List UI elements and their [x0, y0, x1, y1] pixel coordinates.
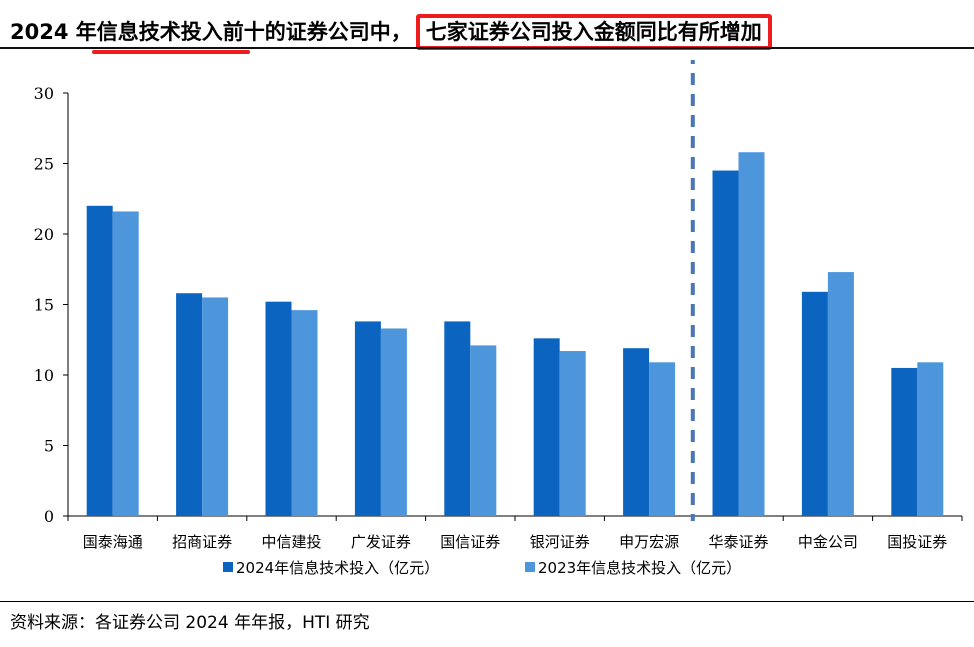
headline-part2: 七家证券公司投入金额同比有所增加 — [425, 20, 762, 44]
bar-2024 — [623, 348, 650, 516]
y-tick-label: 10 — [34, 366, 54, 385]
x-category-label: 中金公司 — [798, 533, 858, 551]
x-category-label: 申万宏源 — [619, 533, 679, 551]
bar-2024 — [891, 367, 918, 516]
bar-2024 — [533, 338, 560, 516]
legend-label-2024: 2024年信息技术投入（亿元） — [236, 559, 439, 577]
bar-2023 — [380, 328, 407, 516]
x-category-label: 华泰证券 — [708, 533, 768, 551]
bar-2023 — [291, 310, 318, 516]
bar-2024 — [354, 321, 381, 516]
bar-2024 — [801, 291, 828, 516]
title-rule — [0, 47, 974, 49]
chart-labels: 0 5 10 15 20 25 30 国泰海通 招商证券 中信建投 广发证券 国信证券 银河证券 申万宏源… — [34, 84, 948, 551]
x-category-label: 国信证券 — [440, 533, 500, 551]
chart-legend: 2024年信息技术投入（亿元） 2023年信息技术投入（亿元） — [223, 559, 741, 577]
x-category-label: 国泰海通 — [83, 533, 143, 551]
legend-label-2023: 2023年信息技术投入（亿元） — [538, 559, 741, 577]
headline-highlight-box: 七家证券公司投入金额同比有所增加 — [415, 14, 772, 50]
bar-2023 — [917, 362, 944, 516]
bar-2023 — [112, 211, 139, 516]
y-tick-label: 30 — [34, 84, 54, 103]
chart-headline: 2024 年信息技术投入前十的证券公司中， 七家证券公司投入金额同比有所增加 — [10, 14, 772, 50]
bar-2024 — [265, 301, 292, 516]
bar-2024 — [176, 293, 203, 516]
y-tick-label: 15 — [34, 296, 54, 315]
bar-2024 — [86, 205, 113, 517]
y-tick-label: 5 — [44, 437, 54, 456]
bar-2023 — [738, 152, 765, 516]
y-tick-label: 0 — [44, 507, 54, 526]
source-note: 资料来源：各证券公司 2024 年年报，HTI 研究 — [10, 613, 370, 633]
chart-bars — [86, 152, 944, 517]
bar-2023 — [559, 351, 586, 516]
headline-part1: 2024 年信息技术投入前十的证券公司中， — [10, 20, 412, 44]
x-category-label: 招商证券 — [172, 533, 232, 551]
legend-swatch-2023 — [525, 562, 535, 572]
bar-2023 — [202, 297, 229, 516]
source-rule — [0, 601, 974, 602]
bar-2023 — [649, 362, 676, 516]
x-category-label: 银河证券 — [530, 533, 590, 551]
x-category-label: 中信建投 — [261, 533, 321, 551]
bar-2024 — [444, 321, 471, 516]
x-category-label: 国投证券 — [887, 533, 947, 551]
legend-swatch-2024 — [223, 562, 233, 572]
y-tick-label: 20 — [34, 225, 54, 244]
bar-2024 — [712, 170, 739, 517]
x-category-label: 广发证券 — [351, 533, 411, 551]
bar-2023 — [470, 345, 497, 516]
headline-underline-mark — [92, 50, 250, 54]
bar-chart: 0 5 10 15 20 25 30 国泰海通 招商证券 中信建投 广发证券 国信证券 银河证券 申万宏源… — [34, 60, 963, 577]
bar-2023 — [827, 272, 854, 516]
y-tick-label: 25 — [34, 155, 54, 174]
